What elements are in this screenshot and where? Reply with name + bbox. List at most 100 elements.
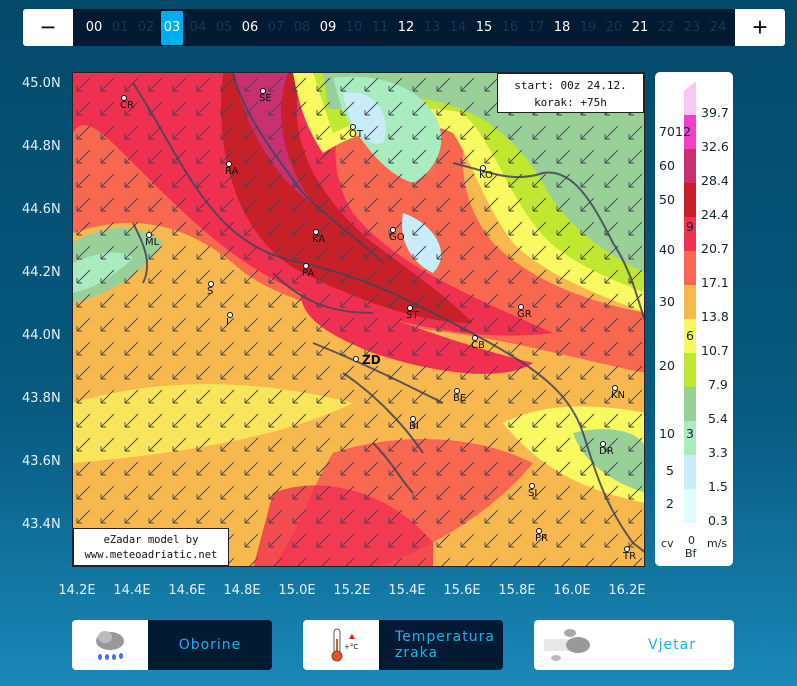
wind-arrow: [460, 197, 475, 212]
wind-arrow: [268, 197, 283, 212]
wind-arrow: [388, 437, 403, 452]
city-marker: [407, 305, 413, 311]
hour-18[interactable]: 18: [553, 20, 571, 35]
wind-arrow: [484, 557, 499, 566]
wind-arrow: [532, 341, 547, 356]
wind-arrow: [244, 197, 259, 212]
wind-arrow: [484, 77, 499, 92]
wind-arrow: [364, 77, 379, 92]
hour-10[interactable]: 10: [345, 20, 363, 35]
hour-14[interactable]: 14: [449, 20, 467, 35]
hour-15[interactable]: 15: [475, 20, 493, 35]
wind-arrow: [244, 77, 259, 92]
wind-arrow: [556, 557, 571, 566]
wind-arrow: [580, 461, 595, 476]
wind-arrow: [100, 389, 115, 404]
wind-arrow: [172, 101, 187, 116]
wind-arrow: [436, 437, 451, 452]
wind-arrow: [124, 221, 139, 236]
wind-arrow: [532, 221, 547, 236]
legend-label: 28.4: [701, 173, 729, 188]
wind-arrow: [172, 341, 187, 356]
wind-arrow: [436, 173, 451, 188]
hour-20[interactable]: 20: [605, 20, 623, 35]
wind-button[interactable]: Vjetar: [534, 620, 734, 670]
wind-arrow: [556, 317, 571, 332]
city-marker: [518, 304, 524, 310]
hour-04[interactable]: 04: [189, 20, 207, 35]
next-hour-button[interactable]: +: [735, 9, 785, 46]
wind-arrow: [172, 173, 187, 188]
wind-arrow: [532, 461, 547, 476]
wind-arrow: [292, 557, 307, 566]
hour-24[interactable]: 24: [709, 20, 727, 35]
hour-02[interactable]: 02: [137, 20, 155, 35]
button-label: Vjetar: [610, 620, 734, 670]
wind-arrow: [76, 509, 91, 524]
wind-arrow: [148, 389, 163, 404]
wind-arrow: [364, 509, 379, 524]
wind-arrow: [508, 461, 523, 476]
wind-arrow: [196, 149, 211, 164]
hour-16[interactable]: 16: [501, 20, 519, 35]
hour-07[interactable]: 07: [267, 20, 285, 35]
hour-12[interactable]: 12: [397, 20, 415, 35]
wind-arrow: [628, 269, 643, 284]
wind-arrow: [364, 101, 379, 116]
lon-label: 16.0E: [553, 583, 591, 598]
wind-arrow: [148, 341, 163, 356]
wind-arrow: [484, 461, 499, 476]
wind-arrow: [292, 437, 307, 452]
hour-17[interactable]: 17: [527, 20, 545, 35]
hour-08[interactable]: 08: [293, 20, 311, 35]
wind-arrow: [76, 197, 91, 212]
wind-arrow: [220, 341, 235, 356]
wind-arrow: [580, 413, 595, 428]
hour-06[interactable]: 06: [241, 20, 259, 35]
city-marker: [208, 281, 214, 287]
temperature-button[interactable]: +°C Temperatura zraka: [303, 620, 503, 670]
hour-11[interactable]: 11: [371, 20, 389, 35]
wind-arrow: [100, 101, 115, 116]
hour-13[interactable]: 13: [423, 20, 441, 35]
wind-arrow: [460, 317, 475, 332]
legend-label: 6: [686, 328, 694, 343]
hour-19[interactable]: 19: [579, 20, 597, 35]
wind-arrow: [268, 389, 283, 404]
previous-hour-button[interactable]: −: [23, 9, 73, 46]
hour-22[interactable]: 22: [657, 20, 675, 35]
wind-arrow: [244, 365, 259, 380]
wind-cloud-icon: [534, 620, 610, 670]
wind-arrow: [244, 293, 259, 308]
wind-arrow: [172, 413, 187, 428]
hour-21[interactable]: 21: [631, 20, 649, 35]
hour-05[interactable]: 05: [215, 20, 233, 35]
legend-color-scale: [684, 81, 696, 523]
wind-arrow: [532, 533, 547, 548]
hour-03[interactable]: 03: [161, 10, 183, 45]
svg-text:+°C: +°C: [344, 643, 358, 651]
wind-arrow: [196, 101, 211, 116]
wind-arrow: [628, 557, 643, 566]
legend-label: 20: [659, 358, 675, 373]
hour-09[interactable]: 09: [319, 20, 337, 35]
wind-arrow: [220, 413, 235, 428]
credit-link[interactable]: www.meteoadriatic.net: [84, 549, 218, 561]
wind-arrow: [412, 125, 427, 140]
wind-arrow: [436, 77, 451, 92]
wind-arrow: [532, 293, 547, 308]
wind-arrow: [220, 269, 235, 284]
wind-arrow: [460, 437, 475, 452]
wind-arrow: [460, 365, 475, 380]
hour-01[interactable]: 01: [111, 20, 129, 35]
hour-00[interactable]: 00: [85, 20, 103, 35]
wind-arrow: [100, 509, 115, 524]
wind-arrow: [148, 197, 163, 212]
hour-23[interactable]: 23: [683, 20, 701, 35]
wind-arrow: [436, 413, 451, 428]
wind-arrow: [508, 125, 523, 140]
precipitation-button[interactable]: Oborine: [72, 620, 272, 670]
wind-arrow: [148, 461, 163, 476]
wind-arrow: [340, 77, 355, 92]
wind-arrow: [412, 461, 427, 476]
